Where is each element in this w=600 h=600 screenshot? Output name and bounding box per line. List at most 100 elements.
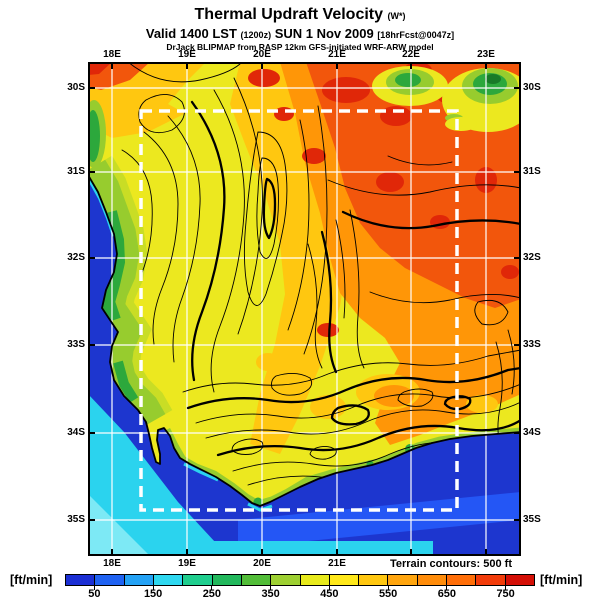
colorbar-tick bbox=[446, 586, 448, 590]
terrain-contour-line bbox=[507, 329, 515, 395]
lon-label-bottom: 21E bbox=[328, 558, 346, 569]
lat-label-left: 31S bbox=[67, 166, 85, 177]
colorbar-tick bbox=[328, 586, 330, 590]
lat-label-left: 30S bbox=[67, 82, 85, 93]
colorbar-tick-label: 250 bbox=[202, 588, 222, 600]
lon-label-bottom: 19E bbox=[178, 558, 196, 569]
colorbar-segment bbox=[505, 575, 534, 585]
terrain-contour-line bbox=[121, 149, 153, 279]
terrain-contour-line bbox=[138, 94, 185, 134]
title-text: Thermal Updraft Velocity bbox=[194, 6, 384, 23]
terrain-contour-line bbox=[335, 219, 346, 319]
lon-label-top: 21E bbox=[328, 49, 346, 60]
lat-label-left: 35S bbox=[67, 514, 85, 525]
lon-label-top: 22E bbox=[402, 49, 420, 60]
terrain-contour-line bbox=[243, 131, 288, 306]
colorbar bbox=[65, 574, 535, 586]
domain-boundary-box bbox=[139, 109, 459, 512]
terrain-contour-line bbox=[231, 438, 264, 455]
colorbar-tick-label: 750 bbox=[496, 588, 515, 600]
colorbar-tick-label: 350 bbox=[261, 588, 280, 600]
terrain-contour-line bbox=[443, 395, 472, 411]
lon-label-top: 20E bbox=[253, 49, 271, 60]
terrain-contour-line bbox=[474, 299, 509, 326]
terrain-contour-line bbox=[309, 445, 337, 460]
colorbar-segment bbox=[241, 575, 272, 585]
colorbar-segment bbox=[183, 575, 213, 585]
colorbar-tick-label: 550 bbox=[378, 588, 398, 600]
colorbar-tick bbox=[387, 586, 389, 590]
valid-date: SUN 1 Nov 2009 bbox=[274, 26, 374, 41]
lon-label-bottom: 18E bbox=[103, 558, 121, 569]
thermal-map-svg bbox=[87, 62, 522, 556]
colorbar-segment bbox=[212, 575, 242, 585]
terrain-contour-line bbox=[262, 177, 277, 240]
lat-label-left: 33S bbox=[67, 339, 85, 350]
lat-label-right: 34S bbox=[523, 427, 541, 438]
colorbar-tick bbox=[152, 586, 154, 590]
terrain-contour-line bbox=[287, 119, 310, 331]
colorbar-segment bbox=[329, 575, 360, 585]
colorbar-segment bbox=[271, 575, 301, 585]
terrain-contour-line bbox=[190, 100, 226, 382]
terrain-contour-line bbox=[397, 388, 434, 407]
terrain-contour-note: Terrain contours: 500 ft bbox=[389, 558, 512, 570]
lat-label-right: 32S bbox=[523, 252, 541, 263]
terrain-contour-line bbox=[182, 349, 521, 393]
map-area bbox=[87, 62, 522, 556]
valid-zulu-time: (1200z) bbox=[240, 30, 272, 40]
valid-local-time: Valid 1400 LST bbox=[145, 26, 237, 41]
colorbar-segment bbox=[95, 575, 125, 585]
colorbar-segment bbox=[447, 575, 477, 585]
colorbar-segment bbox=[153, 575, 184, 585]
terrain-contour-line bbox=[143, 131, 179, 345]
coastline bbox=[87, 174, 522, 507]
map-border bbox=[88, 62, 521, 556]
terrain-contour-line bbox=[256, 157, 279, 259]
terrain-contour-line bbox=[233, 77, 263, 335]
terrain-contour-line bbox=[205, 401, 521, 439]
page-title: Thermal Updraft Velocity (W*) bbox=[0, 6, 600, 24]
colorbar-tick bbox=[270, 586, 272, 590]
lon-label-top: 18E bbox=[103, 49, 121, 60]
lat-label-left: 32S bbox=[67, 252, 85, 263]
lat-label-right: 33S bbox=[523, 339, 541, 350]
terrain-contour-line bbox=[307, 243, 323, 369]
terrain-contour-line bbox=[330, 404, 370, 426]
lat-label-right: 31S bbox=[523, 166, 541, 177]
terrain-contour-line bbox=[349, 209, 365, 369]
title-units: (W*) bbox=[387, 11, 406, 21]
colorbar-segment bbox=[417, 575, 448, 585]
colorbar-segment bbox=[300, 575, 330, 585]
colorbar-unit-right: [ft/min] bbox=[540, 573, 583, 587]
terrain-contour-line bbox=[167, 115, 201, 363]
colorbar-tick bbox=[505, 586, 507, 590]
colorbar-tick bbox=[93, 586, 95, 590]
terrain-contour-line bbox=[387, 155, 453, 166]
terrain-contour-line bbox=[210, 89, 245, 393]
terrain-contour-line bbox=[216, 418, 521, 457]
terrain-contour-line bbox=[320, 230, 338, 374]
model-attribution: DrJack BLIPMAP from RASP 12km GFS-initia… bbox=[166, 42, 434, 52]
lat-label-right: 35S bbox=[523, 514, 541, 525]
lon-label-top: 23E bbox=[477, 49, 495, 60]
colorbar-tick-label: 650 bbox=[437, 588, 457, 600]
terrain-contour-line bbox=[127, 62, 241, 83]
colorbar-unit-left: [ft/min] bbox=[10, 573, 53, 587]
colorbar-tick-label: 150 bbox=[143, 588, 163, 600]
colorbar-segment bbox=[388, 575, 418, 585]
colorbar-tick bbox=[211, 586, 213, 590]
terrain-contour-line bbox=[369, 291, 521, 304]
colorbar-segment bbox=[66, 575, 96, 585]
valid-time-line: Valid 1400 LST (1200z) SUN 1 Nov 2009 [1… bbox=[0, 26, 600, 41]
colorbar-tick-label: 450 bbox=[320, 588, 339, 600]
colorbar-segment bbox=[476, 575, 506, 585]
colorbar-segment bbox=[124, 575, 154, 585]
forecast-hour: [18hrFcst@0047z] bbox=[377, 30, 455, 40]
lat-label-left: 34S bbox=[67, 427, 85, 438]
lon-label-top: 19E bbox=[178, 49, 196, 60]
lat-label-right: 30S bbox=[523, 82, 541, 93]
colorbar-segment bbox=[359, 575, 389, 585]
lon-label-bottom: 20E bbox=[253, 558, 271, 569]
